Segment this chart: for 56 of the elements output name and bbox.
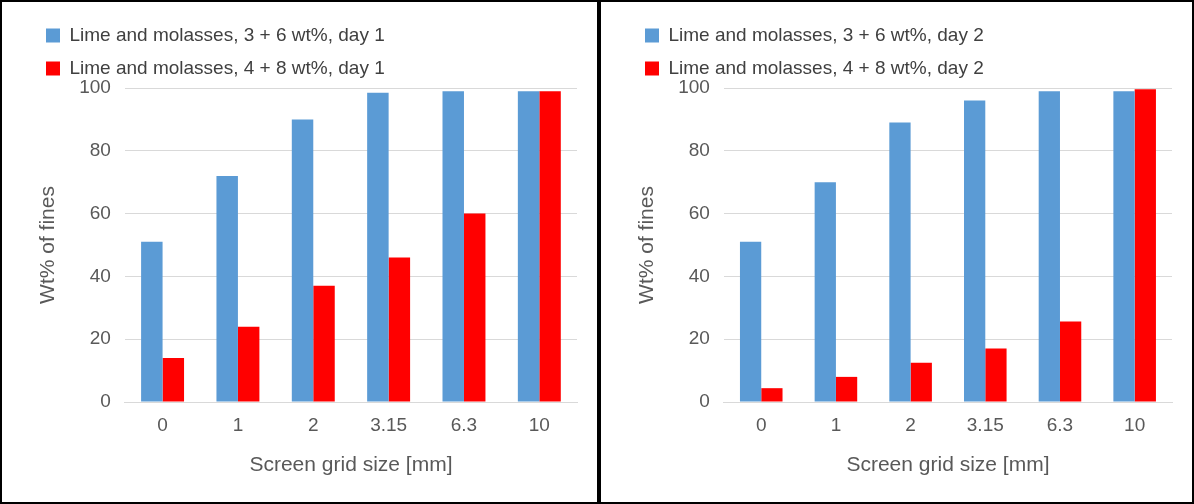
x-tick-label: 2 [905,413,916,435]
bar [463,213,486,402]
x-tick-label: 0 [755,413,767,435]
y-tick-label: 80 [89,139,111,161]
bar [985,348,1007,402]
y-tick-label: 20 [89,327,111,349]
bar [1059,321,1082,402]
bar [162,358,185,402]
bar [910,362,932,402]
x-tick-label: 6.3 [1046,413,1074,435]
y-tick-label: 60 [89,201,111,223]
bar [761,388,783,402]
x-tick-label: 0 [157,413,168,435]
x-tick-label: 10 [528,413,550,435]
bar [313,285,335,402]
y-tick-label: 40 [89,264,111,286]
y-tick-label: 40 [688,264,710,286]
bar [442,91,464,402]
bar [1038,91,1060,402]
legend-label: Lime and molasses, 3 + 6 wt%, day 1 [69,23,385,45]
bar [291,119,314,402]
x-tick-label: 10 [1124,413,1146,435]
bar [835,376,858,402]
y-tick-label: 0 [100,390,111,412]
bar [1134,89,1156,402]
legend-label: Lime and molasses, 3 + 6 wt%, day 2 [668,23,984,45]
legend-label: Lime and molasses, 4 + 8 wt%, day 2 [668,56,984,78]
bar [739,241,762,402]
x-tick-label: 6.3 [450,413,478,435]
y-axis-title: Wt% of fines [35,186,59,304]
y-axis-title: Wt% of fines [634,186,658,304]
x-tick-label: 3.15 [370,413,408,435]
x-tick-label: 2 [307,413,319,435]
bar [517,91,540,402]
legend-label: Lime and molasses, 4 + 8 wt%, day 1 [69,56,385,78]
bar [814,182,836,402]
bar [964,100,986,402]
y-tick-label: 80 [688,139,710,161]
x-axis-title: Screen grid size [mm] [249,452,453,476]
y-tick-label: 100 [678,76,710,98]
y-tick-label: 100 [79,76,111,98]
bar [216,175,238,402]
x-tick-label: 1 [830,413,842,435]
bar [237,326,260,402]
y-tick-label: 20 [688,327,710,349]
bar [539,91,561,402]
x-tick-label: 1 [232,413,244,435]
bar [141,241,163,402]
x-tick-label: 3.15 [966,413,1004,435]
bar [1113,91,1135,402]
bar [388,257,411,402]
y-tick-label: 0 [699,390,710,412]
bar [889,122,911,402]
bar [367,92,389,402]
x-axis-title: Screen grid size [mm] [846,452,1050,476]
y-tick-label: 60 [688,201,710,223]
